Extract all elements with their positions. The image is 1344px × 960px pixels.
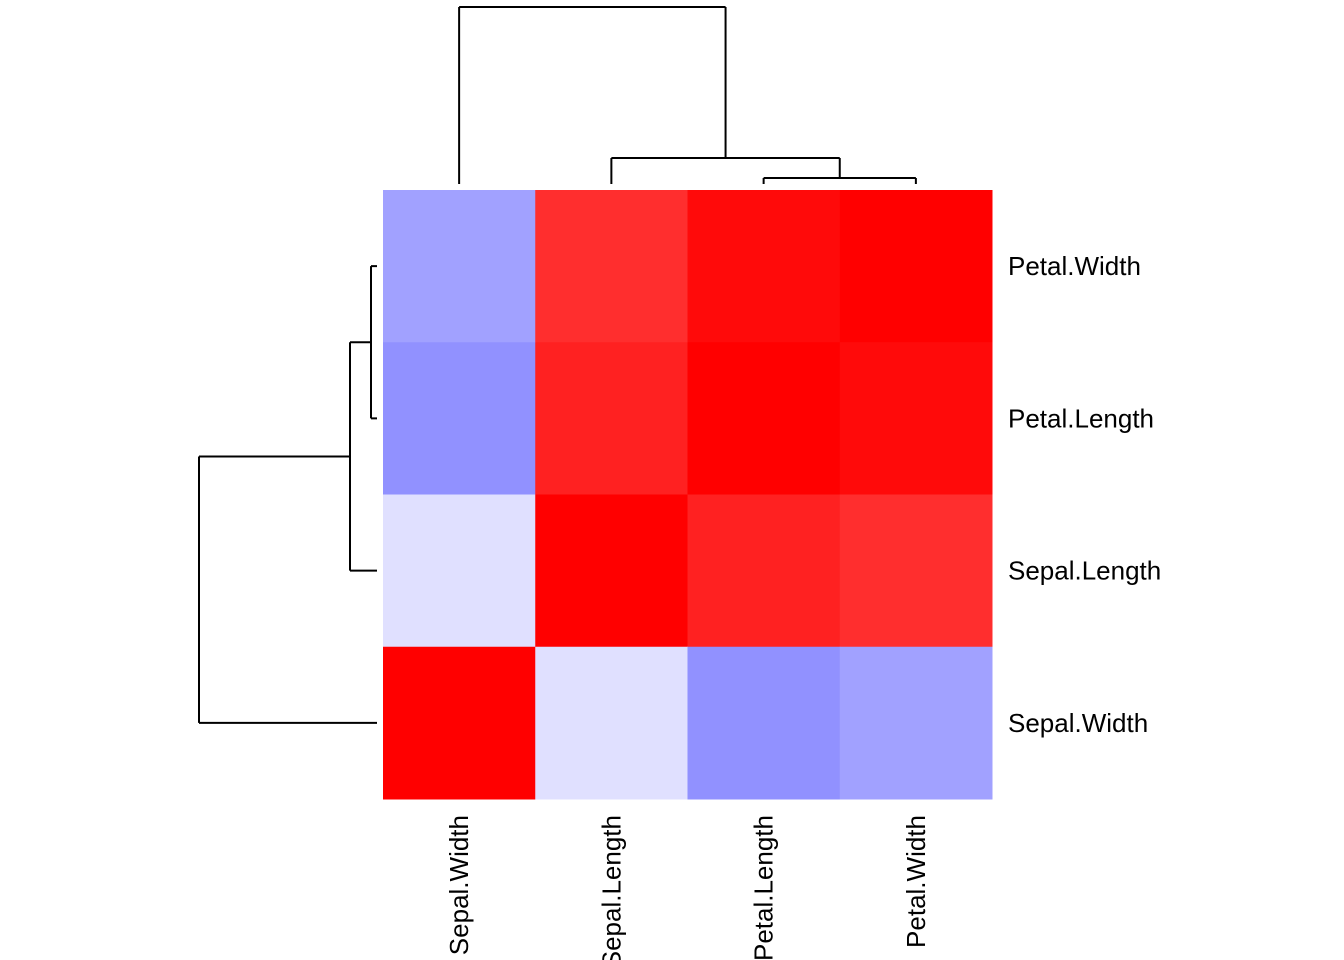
row-label: Sepal.Length <box>1008 556 1161 586</box>
row-label: Sepal.Width <box>1008 708 1148 738</box>
row-dendrogram <box>198 265 377 724</box>
column-dendrogram <box>458 6 917 184</box>
heatmap-cell <box>535 494 688 648</box>
heatmap-cell <box>687 494 841 648</box>
row-labels: Petal.Width Petal.Length Sepal.Length Sepal… <box>1008 251 1161 738</box>
heatmap-cells <box>383 190 993 800</box>
row-label: Petal.Length <box>1008 403 1154 433</box>
column-labels: Sepal.Width Sepal.Length Petal.Length Petal… <box>444 815 931 960</box>
heatmap-cell <box>535 646 688 800</box>
heatmap-cell <box>383 646 536 800</box>
heatmap-cell <box>839 190 993 343</box>
column-label: Petal.Length <box>749 815 779 960</box>
column-label: Petal.Width <box>901 815 931 948</box>
heatmap-cell <box>687 646 841 800</box>
heatmap-cell <box>687 190 841 343</box>
column-label: Sepal.Width <box>444 815 474 955</box>
heatmap-cell <box>383 342 536 495</box>
heatmap-cell <box>383 494 536 648</box>
heatmap-cell <box>687 342 841 495</box>
row-label: Petal.Width <box>1008 251 1141 281</box>
heatmap-cell <box>839 494 993 648</box>
heatmap-cell <box>839 342 993 495</box>
heatmap-cell <box>839 646 993 800</box>
heatmap-cell <box>383 190 536 343</box>
heatmap-cell <box>535 342 688 495</box>
heatmap-cell <box>535 190 688 343</box>
column-label: Sepal.Length <box>596 815 626 960</box>
